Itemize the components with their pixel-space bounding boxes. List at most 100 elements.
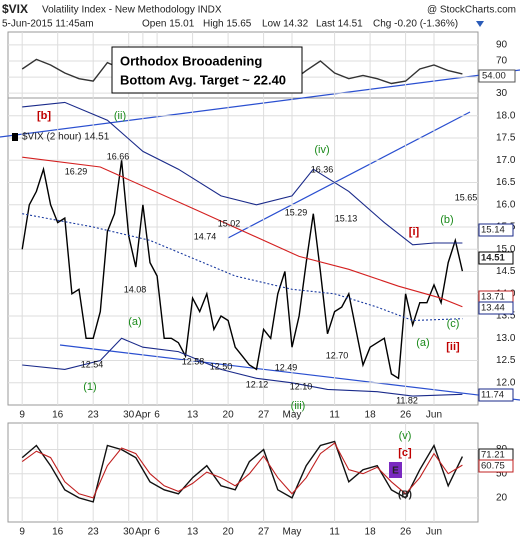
wave-label: (iii) <box>291 400 306 412</box>
y-tick-label: 13.0 <box>496 333 516 344</box>
y-tick-label: 50 <box>496 468 508 479</box>
price-label: 12.70 <box>326 350 349 360</box>
quote-open: Open 15.01 <box>142 19 195 30</box>
wave-label: [c] <box>398 447 412 459</box>
price-label: 12.10 <box>290 381 313 391</box>
date: 5-Jun-2015 11:45am <box>2 19 94 30</box>
x-tick-label: Apr <box>135 527 151 538</box>
wave-label: (c) <box>447 318 460 330</box>
rising-trendline <box>0 69 520 138</box>
note-box <box>111 46 303 94</box>
price-label: 16.66 <box>107 151 130 161</box>
price-label: 15.29 <box>285 207 308 217</box>
y-tick-label: 70 <box>496 56 508 67</box>
lower-broadening-line <box>59 344 520 401</box>
price-label: 16.36 <box>311 164 334 174</box>
price-label: 12.12 <box>246 379 269 389</box>
y-tick-label: 16.5 <box>496 177 516 188</box>
x-tick-label: 18 <box>365 410 377 421</box>
axis-value-label: 13.71 <box>481 292 505 303</box>
price-label: 12.58 <box>182 356 205 366</box>
axis-value-label: 13.44 <box>481 303 505 314</box>
y-tick-label: 30 <box>496 88 508 99</box>
stoch-last-label: 60.75 <box>481 461 505 472</box>
x-tick-label: Apr <box>135 410 151 421</box>
series-line <box>22 156 463 308</box>
value-box <box>478 251 514 265</box>
price-label: 12.49 <box>275 362 298 372</box>
series-line <box>21 442 463 499</box>
wave-label: (a) <box>416 337 429 349</box>
y-tick-label: 17.0 <box>496 155 516 166</box>
rsi-last-label: 54.00 <box>482 71 506 82</box>
wave-label: E <box>392 466 399 477</box>
value-box <box>478 223 514 237</box>
price-label: 15.65 <box>455 192 478 202</box>
axis-value-label: 14.51 <box>481 253 505 264</box>
axis-value-label: 11.74 <box>481 390 504 401</box>
price-label: 15.13 <box>335 213 358 223</box>
x-tick-label: 6 <box>154 527 160 538</box>
y-tick-label: 12.5 <box>496 355 516 366</box>
y-tick-label: 90 <box>496 40 508 51</box>
x-tick-label: 16 <box>52 410 64 421</box>
quote-low: Low 14.32 <box>262 19 309 30</box>
x-tick-label: 23 <box>88 410 100 421</box>
y-tick-label: 14.5 <box>496 266 516 277</box>
wave-label: (B) <box>398 490 412 501</box>
overlay: 54.00 $VIX (2 hour) 14.51 Orthodox Brooade… <box>12 46 516 501</box>
x-tick-label: 11 <box>329 527 340 538</box>
y-tick-label: 16.0 <box>496 199 516 210</box>
series-line <box>22 337 463 397</box>
dropdown-icon[interactable] <box>476 21 484 27</box>
note-line: Bottom Avg. Target ~ 22.40 <box>120 72 286 87</box>
x-tick-label: Jun <box>426 410 442 421</box>
x-tick-label: 11 <box>329 410 340 421</box>
quote-high: High 15.65 <box>203 19 252 30</box>
price-label: 16.29 <box>65 166 88 176</box>
x-tick-label: Jun <box>426 527 442 538</box>
x-tick-label: 23 <box>88 527 100 538</box>
symbol: $VIX <box>2 2 28 16</box>
x-tick-label: 6 <box>154 410 160 421</box>
x-tick-label: 18 <box>365 527 377 538</box>
x-tick-label: 26 <box>400 410 412 421</box>
x-tick-label: May <box>283 527 302 538</box>
y-tick-label: 17.5 <box>496 133 516 144</box>
x-tick-label: 30 <box>123 410 135 421</box>
value-box <box>478 69 516 83</box>
x-tick-label: 16 <box>52 527 64 538</box>
price-label: 11.82 <box>396 395 418 405</box>
price-label: 12.54 <box>81 359 104 369</box>
y-tick-label: 18.0 <box>496 110 516 121</box>
series-line <box>21 160 464 380</box>
note-line: Orthodox Brooadening <box>120 53 262 68</box>
wave-box <box>389 462 402 478</box>
wave-label: (1) <box>83 381 96 393</box>
wave-label: (iv) <box>314 144 329 156</box>
x-tick-label: 27 <box>258 527 270 538</box>
source: @ StockCharts.com <box>427 5 516 16</box>
x-tick-label: 13 <box>187 410 199 421</box>
quote-change: Chg -0.20 (-1.36%) <box>373 19 458 30</box>
axis-value-label: 15.14 <box>481 225 505 236</box>
stoch-last-label: 71.21 <box>481 450 505 461</box>
x-tick-label: 30 <box>123 527 135 538</box>
wave-label: [b] <box>37 110 51 122</box>
value-box <box>478 388 514 402</box>
panels <box>7 31 479 523</box>
upper-broadening-line <box>227 111 471 239</box>
quote-last: Last 14.51 <box>316 19 363 30</box>
price-label: 12.50 <box>210 361 233 371</box>
x-tick-label: 9 <box>19 527 25 538</box>
series-line <box>22 101 463 246</box>
value-box <box>478 459 514 473</box>
wave-label: (ii) <box>114 110 126 122</box>
x-tick-label: 20 <box>223 527 235 538</box>
y-tick-label: 15.0 <box>496 244 516 255</box>
price-label: 15.02 <box>218 218 241 228</box>
wave-label: [i] <box>409 226 420 238</box>
y-tick-label: 12.0 <box>496 377 516 388</box>
x-tick-label: 27 <box>258 410 270 421</box>
